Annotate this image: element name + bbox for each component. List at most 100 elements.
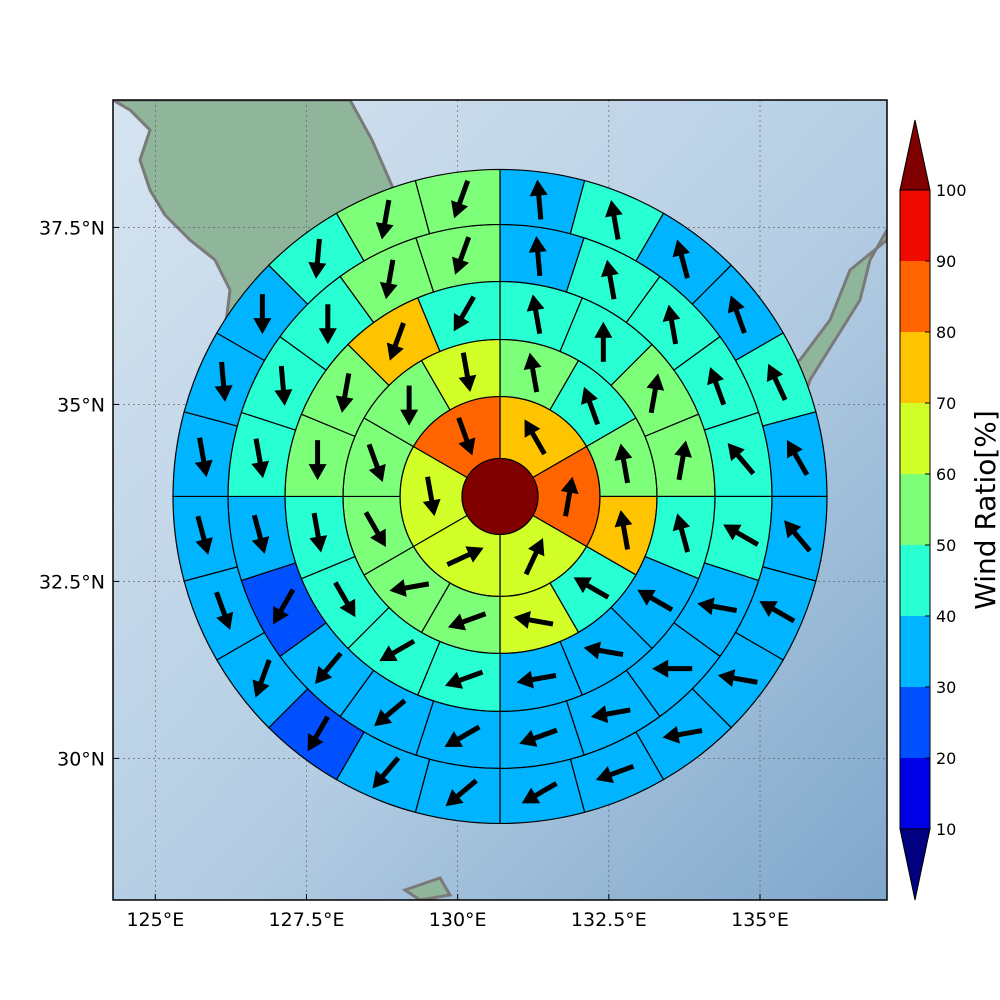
wind-arrow [308, 440, 327, 481]
colorbar-tick-label: 80 [936, 323, 956, 342]
x-tick-label: 125°E [126, 909, 184, 931]
colorbar-tick-label: 40 [936, 607, 956, 626]
axes-frame [112, 99, 888, 901]
wind-arrow [389, 579, 430, 597]
wind-arrow [652, 659, 693, 678]
wind-sector-grid [173, 168, 828, 825]
wind-arrow [697, 597, 738, 616]
wind-arrow [672, 513, 691, 553]
wind-arrow [379, 259, 398, 300]
wind-arrow [400, 385, 419, 426]
southern-islands [401, 876, 453, 900]
wind-arrow [766, 363, 788, 402]
colorbar-frame [899, 189, 931, 830]
wind-arrow [523, 538, 545, 576]
wind-arrow [333, 581, 356, 618]
colorbar-extend-min [899, 828, 931, 901]
colorbar-tick-label: 60 [936, 465, 956, 484]
wind-arrow [560, 476, 579, 517]
colorbar-tick-label: 70 [936, 394, 956, 413]
colorbar-band [900, 474, 930, 545]
wind-arrow [375, 199, 394, 240]
colorbar: 10 20 30 40 50 60 70 80 90 100 [899, 119, 967, 901]
x-axis-ticks: 125°E 127.5°E 130°E 132.5°E 135°E [126, 894, 789, 931]
wind-arrow [366, 443, 386, 482]
wind-arrow [524, 419, 547, 456]
wind-arrow [363, 511, 386, 548]
wind-sector-cell [499, 168, 586, 235]
y-tick-label: 30°N [57, 748, 105, 770]
colorbar-band [900, 687, 930, 758]
wind-arrow [252, 659, 272, 698]
x-tick-label: 127.5°E [269, 909, 345, 931]
wind-arrow [727, 443, 756, 476]
wind-arrows [194, 179, 812, 807]
wind-arrow [318, 304, 337, 345]
wind-arrow [528, 236, 547, 277]
wind-arrow [214, 361, 233, 402]
wind-arrow [723, 524, 760, 547]
colorbar-label: Wind Ratio[%] [969, 410, 1000, 610]
colorbar-band [900, 758, 930, 829]
wind-arrow [251, 514, 270, 554]
wind-arrow [583, 641, 624, 660]
center-cell [461, 457, 539, 536]
wind-arrow [594, 321, 613, 362]
wind-arrow [374, 698, 407, 727]
wind-arrow [662, 725, 703, 744]
wind-arrow [452, 236, 472, 275]
wind-arrow [707, 367, 727, 406]
wind-arrow [674, 440, 692, 481]
wind-arrow [784, 520, 812, 553]
wind-arrow [453, 295, 476, 332]
wind-arrow [662, 304, 681, 345]
colorbar-tick-label: 100 [936, 181, 967, 200]
wind-arrow [519, 727, 558, 747]
wind-arrow [422, 476, 441, 517]
wind-arrow [717, 669, 758, 687]
x-tick-label: 130°E [429, 909, 487, 931]
wind-arrow [513, 611, 554, 629]
wind-arrow [614, 443, 633, 484]
colorbar-band [900, 616, 930, 687]
x-tick-label: 135°E [731, 909, 789, 931]
wind-arrow [309, 512, 328, 553]
wind-arrow [573, 577, 610, 600]
y-tick-label: 32.5°N [39, 571, 105, 593]
colorbar-tick-label: 90 [936, 252, 956, 271]
wind-arrow [590, 705, 631, 723]
colorbar-band [900, 190, 930, 261]
wind-arrow [595, 763, 635, 783]
wind-arrow [447, 611, 487, 631]
wind-arrow [521, 781, 558, 804]
wind-arrow [516, 670, 557, 689]
wind-arrow [214, 591, 234, 630]
wind-arrow [637, 589, 674, 612]
wind-sector-cell [761, 495, 828, 582]
wind-arrow [458, 352, 477, 393]
wind-arrow [600, 259, 619, 300]
wind-arrow [386, 322, 406, 361]
wind-arrow [672, 239, 690, 279]
wind-arrow [379, 638, 416, 662]
wind-arrow [372, 756, 401, 789]
colorbar-tick-label: 20 [936, 749, 956, 768]
y-tick-label: 35°N [57, 394, 105, 416]
wind-arrow [251, 438, 270, 479]
wind-arrow [786, 440, 810, 476]
colorbar-band [900, 545, 930, 616]
wind-arrow [308, 238, 327, 279]
wind-arrow [526, 294, 545, 335]
wind-arrow [727, 295, 747, 334]
colorbar-tick-label: 10 [936, 820, 956, 839]
wind-arrow [194, 437, 213, 478]
wind-arrow [335, 372, 354, 413]
wind-arrow [456, 417, 476, 456]
colorbar-tick-label: 30 [936, 678, 956, 697]
colorbar-band [900, 261, 930, 332]
wind-arrow [614, 510, 633, 550]
wind-arrow [307, 715, 330, 752]
wind-arrow [253, 294, 272, 335]
wind-arrow [646, 373, 665, 414]
wind-arrow [523, 352, 542, 393]
